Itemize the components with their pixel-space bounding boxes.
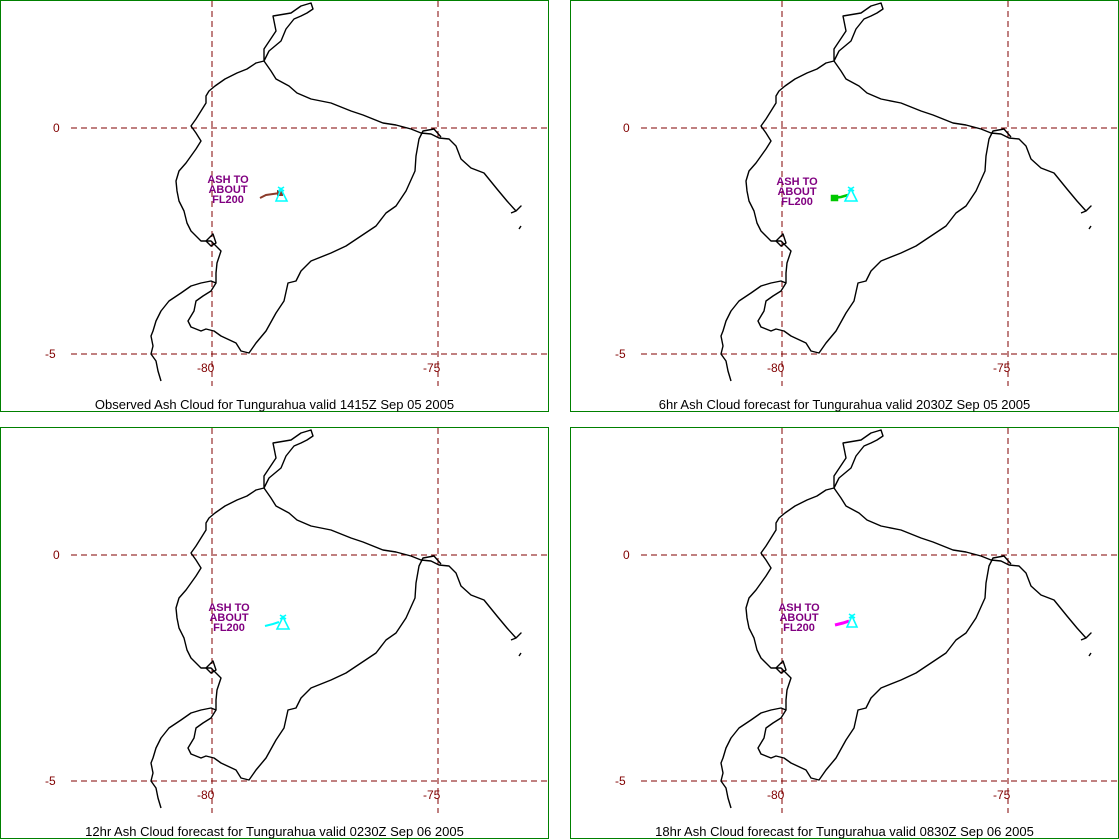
svg-text:ABOUT: ABOUT <box>777 186 816 198</box>
ash-cloud-label: ASH TO ABOUT FL200 <box>207 174 249 206</box>
map-panel-12hr: 0 -5 -80 -75 ASH TO ABOUT FL200 12hr Ash… <box>0 427 550 839</box>
lat-label-0: 0 <box>53 121 60 135</box>
map-panel-6hr: 0 -5 -80 -75 ASH TO ABOUT FL200 6hr Ash … <box>570 0 1119 412</box>
grid-lines <box>71 428 550 813</box>
panel-caption: Observed Ash Cloud for Tungurahua valid … <box>94 397 455 412</box>
volcano-icon <box>845 613 859 628</box>
ash-plume <box>264 621 280 627</box>
svg-text:ABOUT: ABOUT <box>779 612 818 624</box>
svg-text:FL200: FL200 <box>212 194 244 206</box>
map-panel-observed: 0 -5 -80 -75 ASH TO ABOUT FL200 Observed… <box>0 0 550 412</box>
lat-label-0: 0 <box>623 121 630 135</box>
lon-label-minus75: -75 <box>423 788 441 802</box>
volcano-icon <box>843 186 859 202</box>
svg-text:ASH TO: ASH TO <box>208 602 250 614</box>
lat-label-0: 0 <box>53 548 60 562</box>
volcano-icon <box>275 614 291 630</box>
coastline <box>150 2 522 382</box>
map-canvas: 0 -5 -80 -75 ASH TO ABOUT FL200 <box>45 428 550 813</box>
lon-label-minus75: -75 <box>993 788 1011 802</box>
ash-cloud-label: ASH TO ABOUT FL200 <box>208 602 250 634</box>
lon-label-minus75: -75 <box>423 361 441 375</box>
grid-lines <box>641 428 1119 813</box>
lon-label-minus80: -80 <box>197 788 215 802</box>
lat-label-minus5: -5 <box>615 774 626 788</box>
map-canvas: 0 -5 -80 -75 ASH TO ABOUT FL200 <box>615 1 1119 386</box>
lon-label-minus80: -80 <box>767 788 785 802</box>
svg-text:ABOUT: ABOUT <box>209 612 248 624</box>
map-canvas: 0 -5 -80 -75 ASH TO ABOUT FL200 <box>45 1 550 386</box>
lat-label-minus5: -5 <box>45 347 56 361</box>
svg-text:FL200: FL200 <box>213 622 245 634</box>
ash-plume <box>834 619 850 627</box>
ash-cloud-label: ASH TO ABOUT FL200 <box>776 176 818 208</box>
svg-text:ABOUT: ABOUT <box>208 184 247 196</box>
ash-cloud-label: ASH TO ABOUT FL200 <box>778 602 820 634</box>
map-panel-18hr: 0 -5 -80 -75 ASH TO ABOUT FL200 18hr Ash… <box>570 427 1119 839</box>
lon-label-minus75: -75 <box>993 361 1011 375</box>
coastline <box>720 429 1092 809</box>
svg-text:FL200: FL200 <box>783 622 815 634</box>
lat-label-0: 0 <box>623 548 630 562</box>
ash-plume <box>830 193 849 202</box>
svg-text:ASH TO: ASH TO <box>207 174 249 186</box>
coastline <box>150 429 522 809</box>
lon-label-minus80: -80 <box>767 361 785 375</box>
svg-text:ASH TO: ASH TO <box>778 602 820 614</box>
coastline <box>720 2 1092 382</box>
panel-caption: 6hr Ash Cloud forecast for Tungurahua va… <box>658 397 1031 412</box>
panel-caption: 12hr Ash Cloud forecast for Tungurahua v… <box>85 824 464 839</box>
panel-caption: 18hr Ash Cloud forecast for Tungurahua v… <box>655 824 1034 839</box>
lon-label-minus80: -80 <box>197 361 215 375</box>
map-canvas: 0 -5 -80 -75 ASH TO ABOUT FL200 <box>615 428 1119 813</box>
grid-lines <box>641 1 1119 386</box>
lat-label-minus5: -5 <box>615 347 626 361</box>
grid-lines <box>71 1 550 386</box>
lat-label-minus5: -5 <box>45 774 56 788</box>
svg-text:ASH TO: ASH TO <box>776 176 818 188</box>
volcano-icon <box>274 186 289 202</box>
svg-text:FL200: FL200 <box>781 196 813 208</box>
